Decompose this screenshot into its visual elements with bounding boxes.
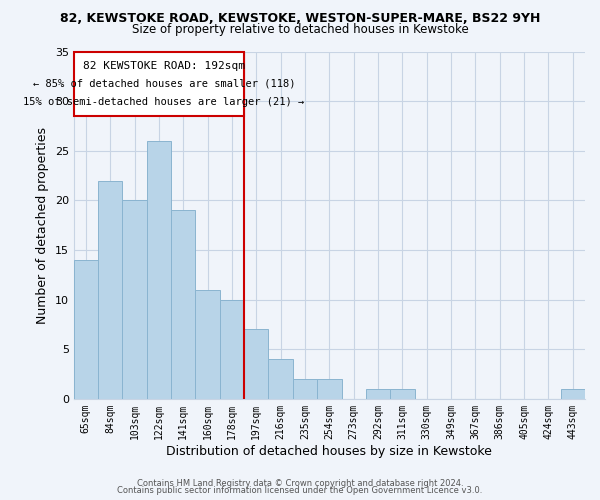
Text: Contains public sector information licensed under the Open Government Licence v3: Contains public sector information licen… (118, 486, 482, 495)
Text: 82, KEWSTOKE ROAD, KEWSTOKE, WESTON-SUPER-MARE, BS22 9YH: 82, KEWSTOKE ROAD, KEWSTOKE, WESTON-SUPE… (60, 12, 540, 26)
Bar (196, 290, 220, 399)
Bar (171, 210, 196, 399)
Text: ← 85% of detached houses are smaller (118): ← 85% of detached houses are smaller (11… (32, 79, 295, 89)
Bar (244, 330, 268, 399)
Bar (366, 389, 390, 399)
Bar (390, 389, 415, 399)
Bar (98, 180, 122, 399)
Text: Size of property relative to detached houses in Kewstoke: Size of property relative to detached ho… (131, 22, 469, 36)
Text: 15% of semi-detached houses are larger (21) →: 15% of semi-detached houses are larger (… (23, 97, 304, 107)
Bar (220, 300, 244, 399)
Bar (122, 200, 147, 399)
Bar (74, 52, 244, 116)
Y-axis label: Number of detached properties: Number of detached properties (36, 126, 49, 324)
Bar (293, 379, 317, 399)
Text: 82 KEWSTOKE ROAD: 192sqm: 82 KEWSTOKE ROAD: 192sqm (83, 60, 245, 70)
Bar (74, 260, 98, 399)
Text: Contains HM Land Registry data © Crown copyright and database right 2024.: Contains HM Land Registry data © Crown c… (137, 478, 463, 488)
Bar (268, 359, 293, 399)
X-axis label: Distribution of detached houses by size in Kewstoke: Distribution of detached houses by size … (166, 444, 492, 458)
Bar (317, 379, 341, 399)
Bar (560, 389, 585, 399)
Bar (147, 141, 171, 399)
